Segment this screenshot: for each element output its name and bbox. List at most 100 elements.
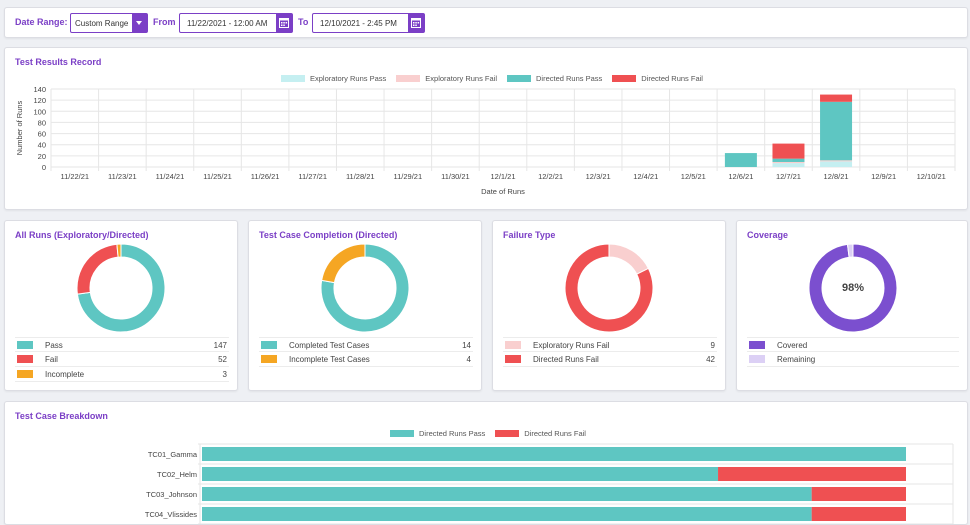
completion-legend: Completed Test Cases 14 Incomplete Test C…	[259, 337, 473, 367]
legend-label: Incomplete	[45, 370, 85, 379]
legend-label: Directed Runs Pass	[419, 429, 486, 438]
date-range-bar: Date Range: Custom Range From 11/22/2021…	[4, 7, 968, 38]
legend-label: Pass	[45, 341, 63, 350]
donut-slice	[320, 243, 410, 333]
legend-label: Directed Runs Fail	[533, 355, 599, 364]
donut-slice	[76, 243, 166, 333]
legend-value: 42	[706, 355, 715, 364]
bar-segment	[772, 161, 805, 164]
from-date-input[interactable]: 11/22/2021 - 12:00 AM	[179, 13, 293, 33]
bar-segment	[811, 487, 906, 501]
completion-donut	[320, 243, 410, 333]
donut-slice	[76, 243, 119, 295]
legend-swatch	[505, 341, 521, 349]
x-tick-label: 11/22/21	[60, 172, 89, 181]
chevron-down-icon[interactable]	[132, 14, 147, 32]
bar-segment	[772, 158, 805, 162]
bar-segment	[820, 94, 853, 102]
all-runs-title: All Runs (Exploratory/Directed)	[15, 230, 149, 240]
calendar-icon[interactable]	[276, 14, 292, 32]
bar-segment	[202, 507, 812, 521]
y-tick-label: 0	[42, 163, 46, 172]
legend-label: Directed Runs Pass	[536, 74, 603, 83]
x-tick-label: 12/6/21	[728, 172, 753, 181]
donut-slice	[564, 243, 654, 333]
category-label: TC03_Johnson	[146, 490, 197, 499]
x-tick-label: 12/9/21	[871, 172, 896, 181]
legend-row[interactable]: Pass 147	[15, 337, 229, 352]
donut-slice	[846, 243, 854, 258]
legend-label: Fail	[45, 355, 58, 364]
failure-type-title: Failure Type	[503, 230, 556, 240]
coverage-percent: 98%	[842, 282, 865, 294]
bar-segment	[202, 447, 906, 461]
legend-row[interactable]: Covered	[747, 337, 959, 352]
legend-item[interactable]: Exploratory Runs Fail	[396, 74, 497, 83]
y-tick-label: 140	[33, 85, 46, 94]
all-runs-donut	[76, 243, 166, 333]
legend-label: Remaining	[777, 355, 816, 364]
x-tick-label: 12/5/21	[681, 172, 706, 181]
legend-item[interactable]: Exploratory Runs Pass	[281, 74, 386, 83]
legend-swatch	[507, 75, 531, 82]
legend-item[interactable]: Directed Runs Pass	[507, 74, 602, 83]
coverage-donut	[808, 243, 898, 333]
legend-swatch	[495, 430, 520, 437]
x-axis-title: Date of Runs	[481, 187, 525, 196]
failure-type-card: Failure Type Exploratory Runs Fail 9 Dire…	[492, 220, 726, 391]
results-chart: 0 20 40 60 80 100 120 140 11/22/21 11/23/21 11/24/…	[15, 85, 956, 196]
coverage-card: Coverage 98% Covered Remaining	[736, 220, 968, 391]
y-tick-label: 20	[38, 152, 46, 161]
results-title: Test Results Record	[15, 57, 102, 67]
failure-type-legend: Exploratory Runs Fail 9 Directed Runs Fai…	[503, 337, 717, 367]
date-range-label: Date Range:	[15, 17, 68, 27]
coverage-legend: Covered Remaining	[747, 337, 959, 367]
legend-label: Exploratory Runs Pass	[310, 74, 387, 83]
legend-item[interactable]: Directed Runs Fail	[612, 74, 703, 83]
legend-label: Exploratory Runs Fail	[533, 341, 610, 350]
legend-row[interactable]: Exploratory Runs Fail 9	[503, 337, 717, 352]
legend-swatch	[281, 75, 305, 82]
to-label: To	[298, 17, 309, 27]
test-results-panel: Test Results Record Exploratory Runs Pas…	[4, 47, 968, 210]
x-tick-label: 11/27/21	[298, 172, 327, 181]
donut-slice	[321, 243, 366, 284]
legend-row[interactable]: Directed Runs Fail 42	[503, 352, 717, 367]
bar-segment	[820, 101, 853, 161]
legend-row[interactable]: Completed Test Cases 14	[259, 337, 473, 352]
x-tick-label: 11/25/21	[203, 172, 232, 181]
legend-swatch	[749, 341, 765, 349]
failure-type-donut	[564, 243, 654, 333]
bar-segment	[202, 467, 719, 481]
breakdown-legend: Directed Runs Pass Directed Runs Fail	[390, 429, 596, 438]
x-tick-label: 11/29/21	[394, 172, 423, 181]
x-tick-label: 12/3/21	[586, 172, 611, 181]
legend-row[interactable]: Fail 52	[15, 352, 229, 367]
legend-row[interactable]: Incomplete 3	[15, 367, 229, 382]
to-date-input[interactable]: 12/10/2021 - 2:45 PM	[312, 13, 425, 33]
x-tick-label: 11/28/21	[346, 172, 375, 181]
legend-label: Completed Test Cases	[289, 341, 370, 350]
y-tick-label: 60	[38, 130, 46, 139]
bar-segment	[820, 161, 853, 167]
breakdown-panel: Test Case Breakdown Directed Runs Pass D…	[4, 401, 968, 525]
legend-swatch	[612, 75, 637, 82]
x-tick-label: 12/7/21	[776, 172, 801, 181]
category-label: TC04_Vlissides	[145, 510, 197, 519]
x-tick-label: 12/8/21	[824, 172, 849, 181]
y-tick-label: 40	[38, 141, 46, 150]
x-tick-label: 12/10/21	[917, 172, 946, 181]
calendar-icon[interactable]	[408, 14, 424, 32]
legend-label: Covered	[777, 341, 808, 350]
coverage-title: Coverage	[747, 230, 789, 240]
legend-row[interactable]: Remaining	[747, 352, 959, 367]
legend-swatch	[261, 355, 277, 363]
x-tick-label: 11/26/21	[251, 172, 280, 181]
legend-row[interactable]: Incomplete Test Cases 4	[259, 352, 473, 367]
legend-value: 147	[213, 341, 227, 350]
legend-swatch	[261, 341, 277, 349]
date-range-select[interactable]: Custom Range	[70, 13, 148, 33]
legend-item[interactable]: Directed Runs Pass	[390, 429, 485, 438]
legend-item[interactable]: Directed Runs Fail	[495, 429, 586, 438]
from-label: From	[153, 17, 176, 27]
